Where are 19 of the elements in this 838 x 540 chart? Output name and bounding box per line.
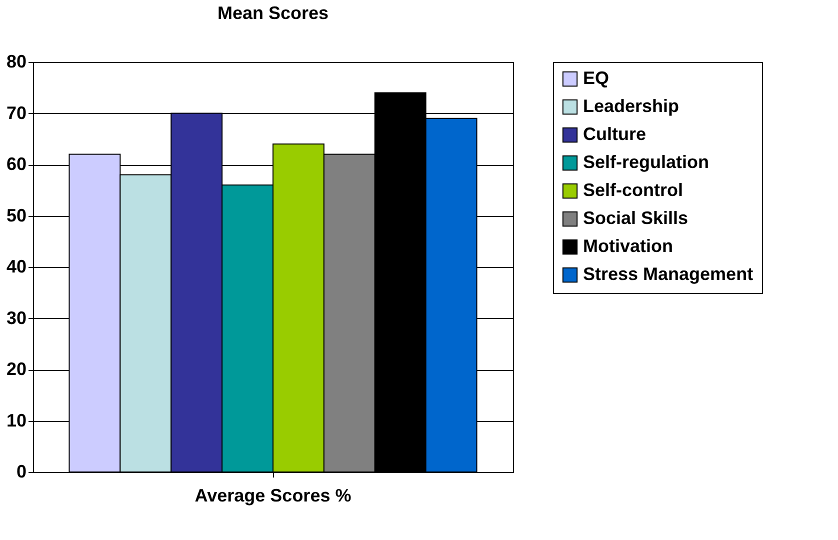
x-tick-label: Average Scores %	[194, 486, 352, 506]
legend-label: Leadership	[583, 96, 680, 116]
y-tick-label: 80	[6, 52, 26, 72]
y-tick-label: 20	[6, 359, 26, 379]
y-tick-label: 50	[6, 205, 26, 226]
y-tick-label: 0	[16, 462, 26, 482]
chart-title: Mean Scores	[217, 3, 329, 23]
legend-label: Self-control	[583, 180, 684, 200]
legend-label: Self-regulation	[583, 152, 710, 172]
y-tick-label: 70	[6, 102, 26, 123]
legend-label: Stress Management	[583, 264, 754, 284]
legend-label: Social Skills	[583, 208, 688, 228]
y-tick-label: 40	[6, 256, 26, 276]
legend-label: EQ	[583, 68, 610, 88]
legend-label: Culture	[583, 124, 646, 144]
y-tick-label: 10	[6, 410, 26, 430]
legend-label: Motivation	[583, 236, 673, 256]
y-tick-label: 60	[6, 154, 26, 174]
y-tick-label: 30	[6, 308, 26, 328]
